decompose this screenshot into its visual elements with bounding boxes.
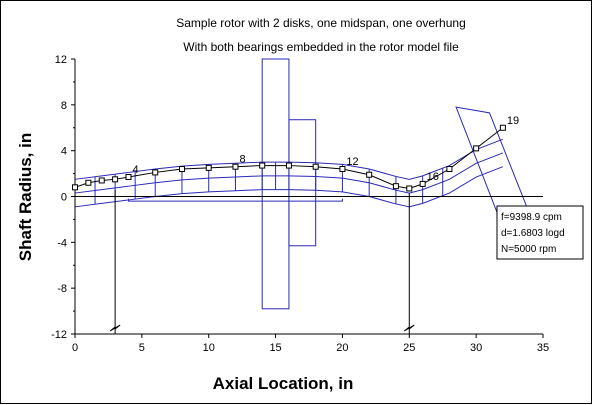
shaft-lower-step xyxy=(127,198,343,202)
x-tick-label: 0 xyxy=(72,342,78,354)
shaft-upper-edge xyxy=(74,138,504,180)
x-axis-title: Axial Location, in xyxy=(213,374,354,393)
mode-shape-point xyxy=(312,163,319,170)
mode-shape-point xyxy=(232,163,239,170)
mode-shape-point xyxy=(98,177,105,184)
mode-shape-point xyxy=(85,179,92,186)
mode-shape-point xyxy=(339,166,346,172)
info-box-frame xyxy=(496,205,584,260)
info-box: f=9398.9 cpm d=1.6803 logd N=5000 rpm xyxy=(496,205,584,260)
shaft-lower-edge xyxy=(74,166,504,208)
mode-shape-point xyxy=(392,183,399,190)
y-tick-label: 8 xyxy=(61,100,67,112)
y-tick-label: 12 xyxy=(55,54,67,66)
y-tick-label: -12 xyxy=(51,329,67,341)
station-number-label: 4 xyxy=(132,164,138,176)
x-tick-label: 25 xyxy=(403,342,415,354)
mode-shape-point xyxy=(446,166,453,172)
x-tick-label: 15 xyxy=(269,342,281,354)
info-log-decrement: d=1.6803 logd xyxy=(501,228,565,239)
info-frequency: f=9398.9 cpm xyxy=(501,212,562,223)
x-tick-label: 10 xyxy=(203,342,215,354)
chart-subtitle: With both bearings embedded in the rotor… xyxy=(183,40,459,54)
station-number-label: 19 xyxy=(507,115,519,127)
info-speed: N=5000 rpm xyxy=(501,244,556,255)
mode-shape-point xyxy=(406,185,413,192)
y-axis-title: Shaft Radius, in xyxy=(16,133,35,261)
bearing-support-1 xyxy=(109,189,121,334)
x-tick-label: 20 xyxy=(336,342,348,354)
station-number-label: 12 xyxy=(346,156,358,168)
mode-shape-point xyxy=(125,174,132,181)
mode-shape-point xyxy=(112,176,119,183)
mode-shape-point xyxy=(152,169,159,176)
mode-shape-point xyxy=(205,164,212,171)
y-tick-label: 0 xyxy=(61,192,67,204)
station-number-label: 8 xyxy=(239,154,245,166)
mode-shape-point xyxy=(473,145,480,152)
shaft-centerline xyxy=(74,152,504,194)
mode-shape-point xyxy=(72,184,78,191)
mode-shape-point xyxy=(419,180,426,187)
y-tick-label: -4 xyxy=(57,237,67,249)
axes: 0 5 10 15 20 25 30 35 -12 -8 -4 0 4 8 12 xyxy=(51,54,549,354)
station-number-label: 16 xyxy=(427,171,439,183)
x-tick-label: 35 xyxy=(537,342,549,354)
mode-shape-point xyxy=(499,124,506,131)
mode-shape-point xyxy=(178,166,185,172)
y-tick-label: 4 xyxy=(61,146,67,158)
y-tick-label: -8 xyxy=(57,283,67,295)
mode-shape-point xyxy=(285,162,292,169)
bearing-support-2 xyxy=(403,193,415,334)
chart-title: Sample rotor with 2 disks, one midspan, … xyxy=(176,16,466,30)
x-tick-label: 30 xyxy=(470,342,482,354)
mode-shape-point xyxy=(366,171,373,178)
mode-shape-point xyxy=(259,162,266,169)
disk-hub xyxy=(288,119,317,247)
mode-shape-line: 4 8 12 16 19 xyxy=(72,115,519,192)
x-tick-label: 5 xyxy=(139,342,145,354)
